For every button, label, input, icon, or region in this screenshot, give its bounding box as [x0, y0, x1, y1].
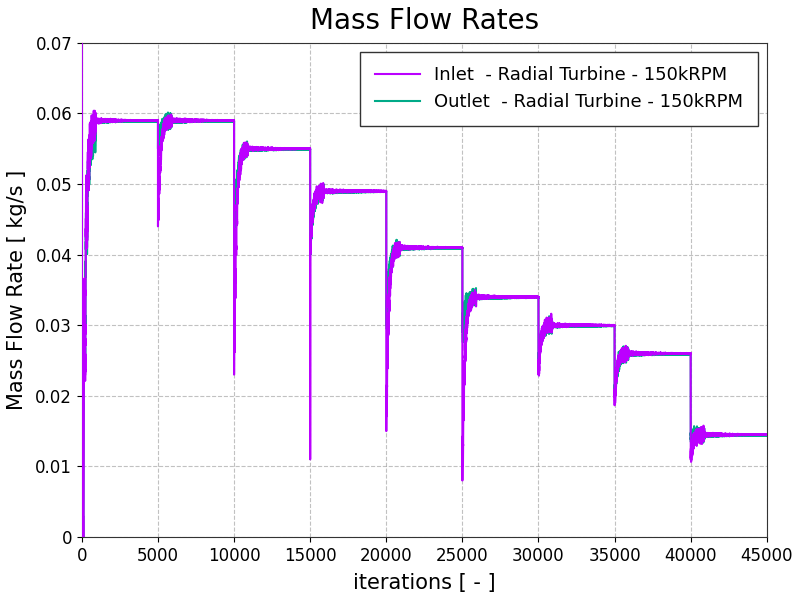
- Legend: Inlet  - Radial Turbine - 150kRPM, Outlet  - Radial Turbine - 150kRPM: Inlet - Radial Turbine - 150kRPM, Outlet…: [360, 52, 758, 126]
- Inlet  - Radial Turbine - 150kRPM: [496, 293, 506, 301]
- Line: Inlet  - Radial Turbine - 150kRPM: Inlet - Radial Turbine - 150kRPM: [82, 43, 766, 537]
- Outlet  - Radial Turbine - 150kRPM: [107, 117, 117, 124]
- Outlet  - Radial Turbine - 150kRPM: [84, 181, 94, 188]
- Inlet  - Radial Turbine - 150kRPM: [107, 116, 117, 123]
- Inlet  - Radial Turbine - 150kRPM: [84, 177, 94, 184]
- X-axis label: iterations [ - ]: iterations [ - ]: [353, 573, 496, 593]
- Outlet  - Radial Turbine - 150kRPM: [762, 431, 771, 439]
- Inlet  - Radial Turbine - 150kRPM: [216, 117, 226, 124]
- Outlet  - Radial Turbine - 150kRPM: [216, 118, 226, 125]
- Inlet  - Radial Turbine - 150kRPM: [681, 350, 690, 357]
- Outlet  - Radial Turbine - 150kRPM: [77, 533, 86, 541]
- Inlet  - Radial Turbine - 150kRPM: [77, 39, 86, 46]
- Y-axis label: Mass Flow Rate [ kg/s ]: Mass Flow Rate [ kg/s ]: [7, 170, 27, 410]
- Line: Outlet  - Radial Turbine - 150kRPM: Outlet - Radial Turbine - 150kRPM: [82, 113, 766, 537]
- Outlet  - Radial Turbine - 150kRPM: [496, 294, 506, 301]
- Inlet  - Radial Turbine - 150kRPM: [762, 431, 771, 438]
- Outlet  - Radial Turbine - 150kRPM: [681, 350, 690, 358]
- Inlet  - Radial Turbine - 150kRPM: [315, 188, 325, 195]
- Outlet  - Radial Turbine - 150kRPM: [163, 109, 173, 116]
- Outlet  - Radial Turbine - 150kRPM: [315, 191, 325, 199]
- Inlet  - Radial Turbine - 150kRPM: [78, 533, 88, 541]
- Title: Mass Flow Rates: Mass Flow Rates: [310, 7, 539, 35]
